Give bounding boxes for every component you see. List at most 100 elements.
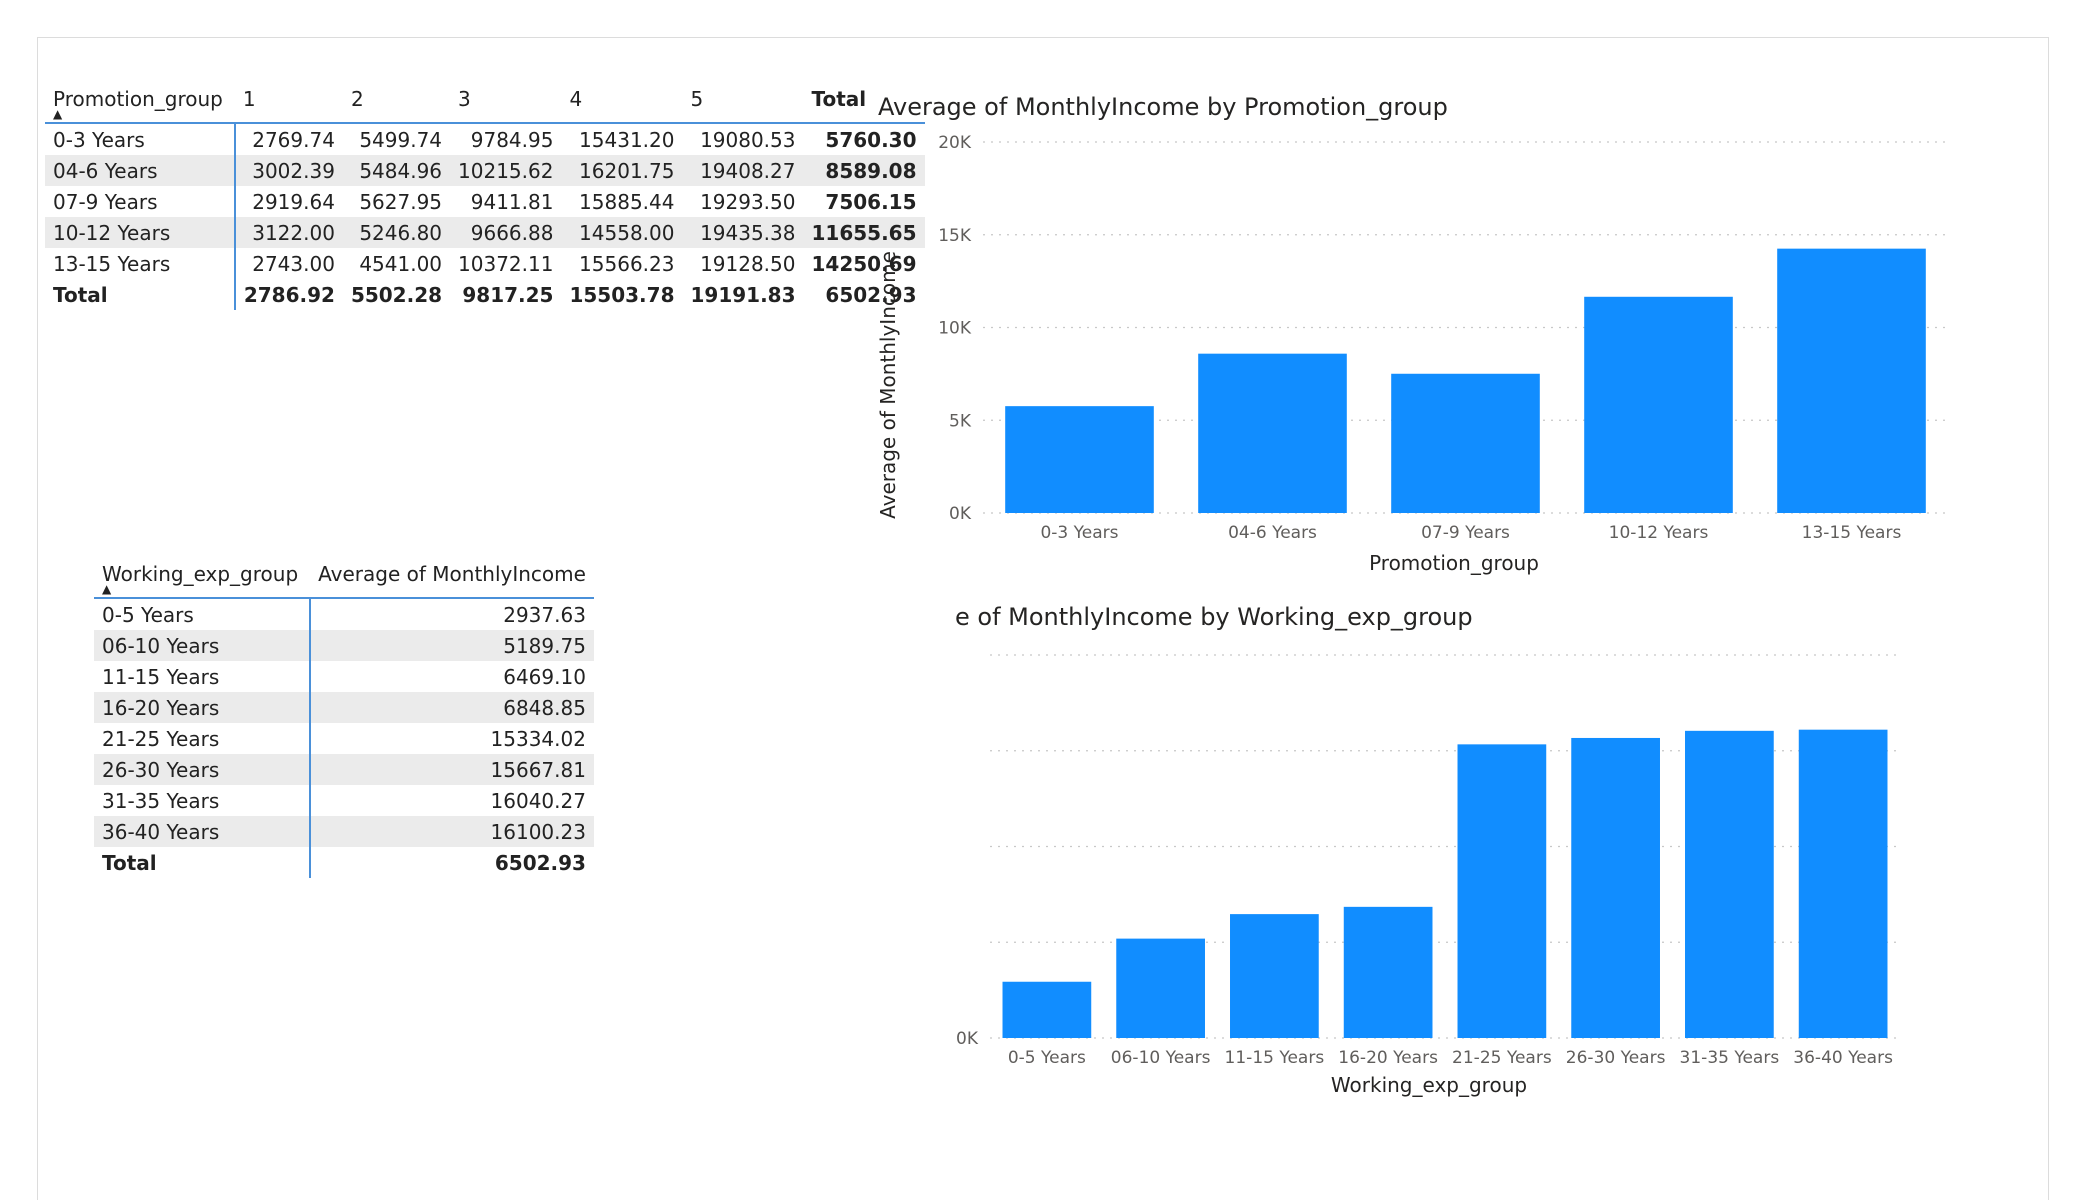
row-header-promotion-group[interactable]: Promotion_group ▲ — [45, 76, 235, 123]
column-header-average-monthly-income[interactable]: Average of MonthlyIncome — [318, 562, 586, 586]
table-row: 07-9 Years 2919.64 5627.95 9411.81 15885.44 1… — [45, 186, 925, 217]
total-cell: 5502.28 — [342, 279, 451, 310]
chart-title: Average of MonthlyIncome by Promotion_gr… — [878, 93, 1448, 121]
x-tick-label: 26-30 Years — [1566, 1048, 1666, 1068]
table-cell: 15885.44 — [579, 189, 675, 214]
total-cell: 6502.93 — [803, 279, 925, 310]
bar[interactable] — [1343, 906, 1433, 1038]
total-label: Total — [94, 847, 312, 878]
table-cell: 10215.62 — [458, 158, 554, 183]
table-cell: 3002.39 — [252, 158, 335, 183]
column-header-5[interactable]: 5 — [690, 87, 704, 111]
row-label[interactable]: 04-6 Years — [45, 155, 236, 186]
table-cell: 15334.02 — [490, 726, 586, 751]
bar[interactable] — [1685, 730, 1774, 1038]
row-total-cell: 7506.15 — [825, 189, 917, 214]
bar[interactable] — [1391, 373, 1540, 513]
x-tick-label: 06-10 Years — [1111, 1048, 1211, 1068]
row-label[interactable]: 13-15 Years — [45, 248, 236, 279]
x-tick-label: 0-3 Years — [1040, 523, 1118, 543]
row-total-cell: 14250.69 — [811, 251, 917, 276]
row-label[interactable]: 11-15 Years — [94, 661, 312, 692]
table-row: 36-40 Years 16100.23 — [94, 816, 594, 847]
table-cell: 5189.75 — [503, 633, 586, 658]
x-axis-label: Promotion_group — [1369, 551, 1539, 575]
y-axis-label: Average of MonthlyIncome — [876, 251, 900, 519]
row-label[interactable]: 21-25 Years — [94, 723, 312, 754]
table-cell: 19128.50 — [700, 251, 796, 276]
column-header-working-exp-group[interactable]: Working_exp_group ▲ — [94, 551, 310, 598]
bar[interactable] — [1777, 248, 1926, 513]
total-cell: 6502.93 — [310, 847, 594, 878]
table-cell: 5499.74 — [359, 127, 443, 152]
bar[interactable] — [1005, 406, 1154, 513]
table-cell: 9784.95 — [470, 127, 554, 152]
table-cell: 9666.88 — [470, 220, 554, 245]
bar[interactable] — [1571, 737, 1660, 1038]
column-header-total[interactable]: Total — [811, 87, 867, 111]
report-canvas — [37, 37, 2049, 1200]
column-header-3[interactable]: 3 — [458, 87, 471, 111]
table-row: 06-10 Years 5189.75 — [94, 630, 594, 661]
x-tick-label: 31-35 Years — [1680, 1048, 1780, 1068]
row-label[interactable]: 16-20 Years — [94, 692, 312, 723]
table-row: 31-35 Years 16040.27 — [94, 785, 594, 816]
table-cell: 5484.96 — [359, 158, 443, 183]
column-header-label: Working_exp_group — [102, 562, 299, 586]
row-label[interactable]: 06-10 Years — [94, 630, 312, 661]
x-tick-label: 21-25 Years — [1452, 1048, 1552, 1068]
table-cell: 5246.80 — [359, 220, 443, 245]
column-header-2[interactable]: 2 — [350, 87, 364, 111]
bar[interactable] — [1798, 729, 1888, 1038]
table-cell: 2743.00 — [252, 251, 335, 276]
table-cell: 2769.74 — [252, 127, 335, 152]
table-cell: 10372.11 — [458, 251, 554, 276]
row-total-cell: 8589.08 — [825, 158, 917, 183]
row-label[interactable]: 0-5 Years — [94, 598, 312, 630]
table-cell: 2919.64 — [252, 189, 335, 214]
bar[interactable] — [1116, 938, 1205, 1038]
table-row: 04-6 Years 3002.39 5484.96 10215.62 16201.75… — [45, 155, 925, 186]
x-tick-label: 0-5 Years — [1008, 1048, 1086, 1068]
table-row: 21-25 Years 15334.02 — [94, 723, 594, 754]
row-label[interactable]: 31-35 Years — [94, 785, 312, 816]
x-tick-label: 07-9 Years — [1421, 523, 1510, 543]
bar[interactable] — [1230, 914, 1319, 1038]
table-cell: 15431.20 — [579, 127, 675, 152]
working-exp-bar-chart: e of MonthlyIncome by Working_exp_group … — [955, 603, 1900, 1097]
row-total-cell: 5760.30 — [825, 127, 917, 152]
x-tick-label: 04-6 Years — [1228, 523, 1317, 543]
table-cell: 6469.10 — [503, 664, 586, 689]
table-row: 10-12 Years 3122.00 5246.80 9666.88 14558.00… — [45, 217, 925, 248]
x-tick-label: 11-15 Years — [1225, 1048, 1325, 1068]
bar[interactable] — [1584, 296, 1733, 513]
table-cell: 3122.00 — [252, 220, 335, 245]
bar[interactable] — [1457, 744, 1547, 1038]
table-cell: 2937.63 — [503, 602, 586, 627]
column-header-4[interactable]: 4 — [569, 87, 583, 111]
row-label[interactable]: 26-30 Years — [94, 754, 312, 785]
total-cell: 9817.25 — [450, 279, 562, 310]
sort-ascending-icon[interactable]: ▲ — [53, 107, 63, 121]
row-label[interactable]: 0-3 Years — [45, 123, 236, 155]
sort-ascending-icon[interactable]: ▲ — [102, 582, 112, 596]
table-cell: 14558.00 — [579, 220, 675, 245]
row-label[interactable]: 07-9 Years — [45, 186, 236, 217]
table-cell: 15667.81 — [490, 757, 586, 782]
column-header-1[interactable]: 1 — [242, 87, 256, 111]
promotion-bar-chart: Average of MonthlyIncome by Promotion_gr… — [876, 93, 1948, 575]
bar[interactable] — [1002, 981, 1092, 1038]
bar[interactable] — [1198, 353, 1347, 513]
table-row: 11-15 Years 6469.10 — [94, 661, 594, 692]
table-cell: 19080.53 — [700, 127, 796, 152]
table-row: 13-15 Years 2743.00 4541.00 10372.11 15566.2… — [45, 248, 925, 279]
total-label: Total — [45, 279, 236, 310]
table-row: 0-3 Years 2769.74 5499.74 9784.95 15431.20 19… — [45, 123, 925, 155]
table-row: 26-30 Years 15667.81 — [94, 754, 594, 785]
total-cell: 2786.92 — [234, 279, 343, 310]
row-total-cell: 11655.65 — [811, 220, 917, 245]
row-label[interactable]: 36-40 Years — [94, 816, 312, 847]
x-axis-label: Working_exp_group — [1331, 1073, 1527, 1097]
x-tick-label: 36-40 Years — [1793, 1048, 1893, 1068]
row-label[interactable]: 10-12 Years — [45, 217, 236, 248]
